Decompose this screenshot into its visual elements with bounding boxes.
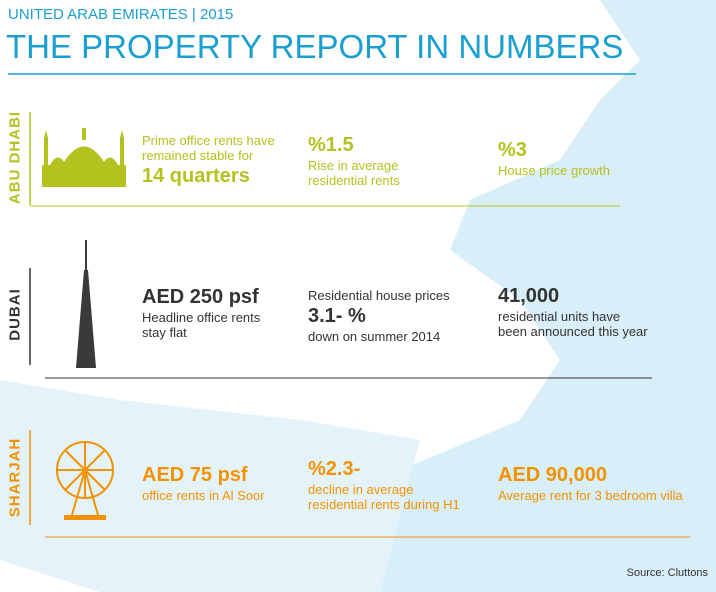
stat-text: House price growth bbox=[498, 163, 610, 178]
stat-text: Average rent for 3 bedroom villa bbox=[498, 488, 683, 503]
section-name: DUBAI bbox=[6, 288, 24, 341]
stat: Prime office rents have remained stable f… bbox=[142, 133, 342, 189]
stat-value: 41,000 bbox=[498, 285, 560, 307]
stat-text: Prime office rents have bbox=[142, 133, 275, 148]
stat-text: down on summer 2014 bbox=[308, 329, 441, 344]
stat-text: residential units have bbox=[498, 309, 621, 324]
stat-text: remained stable for bbox=[142, 148, 254, 163]
stat: %1.5 Rise in average residential rents bbox=[308, 132, 508, 188]
stat-value: 14 quarters bbox=[142, 165, 250, 187]
stat: AED 250 psf Headline office rents stay fla… bbox=[142, 284, 342, 340]
stat-text: residential rents during H1 bbox=[308, 497, 460, 512]
stat-value: 3.1- % bbox=[308, 305, 366, 327]
stat-text: residential rents bbox=[308, 173, 400, 188]
stat-value: AED 250 psf bbox=[142, 286, 259, 308]
stat-text: Rise in average bbox=[308, 158, 399, 173]
stat: %2.3- decline in average residential rents… bbox=[308, 456, 508, 512]
stat: AED 75 psf office rents in Al Soor bbox=[142, 462, 342, 503]
stat: 41,000 residential units have been announc… bbox=[498, 283, 698, 339]
subtitle: UNITED ARAB EMIRATES | 2015 bbox=[8, 6, 234, 23]
stat-value: AED 90,000 bbox=[498, 464, 607, 486]
source: Source: Cluttons bbox=[626, 567, 708, 579]
stat-value: %3 bbox=[498, 139, 527, 161]
stat-text: decline in average bbox=[308, 482, 414, 497]
stat-text: Residential house prices bbox=[308, 288, 450, 303]
stat-value: %2.3- bbox=[308, 458, 361, 480]
stat: Residential house prices 3.1- % down on su… bbox=[308, 288, 508, 344]
stat: AED 90,000 Average rent for 3 bedroom vil… bbox=[498, 462, 698, 503]
stat-value: AED 75 psf bbox=[142, 464, 248, 486]
stat-text: Headline office rents bbox=[142, 310, 261, 325]
stat-text: office rents in Al Soor bbox=[142, 488, 265, 503]
section-name: SHARJAH bbox=[6, 437, 24, 518]
section-name: ABU DHABI bbox=[6, 110, 24, 205]
title: THE PROPERTY REPORT IN NUMBERS bbox=[6, 28, 624, 65]
stat-value: %1.5 bbox=[308, 134, 354, 156]
stat: %3 House price growth bbox=[498, 137, 698, 178]
stat-text: been announced this year bbox=[498, 324, 648, 339]
stat-text: stay flat bbox=[142, 325, 187, 340]
